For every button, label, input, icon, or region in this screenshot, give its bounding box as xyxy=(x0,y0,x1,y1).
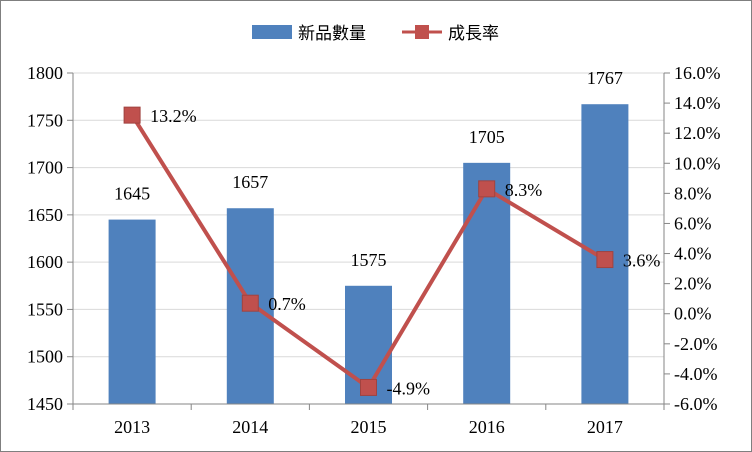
growth-value-label: 8.3% xyxy=(505,180,543,200)
bar-series xyxy=(108,104,629,405)
growth-value-label: 13.2% xyxy=(150,106,197,126)
y-left-tick-label: 1550 xyxy=(27,299,63,319)
x-tick-label: 2016 xyxy=(469,417,505,437)
legend: 新品數量 成長率 xyxy=(252,24,499,44)
y-right-tick-label: -4.0% xyxy=(674,364,718,384)
y-right-tick-label: 2.0% xyxy=(674,274,712,294)
y-right-tick-label: -6.0% xyxy=(674,394,718,414)
y-right-tick-label: -2.0% xyxy=(674,334,718,354)
y-left-tick-label: 1650 xyxy=(27,205,63,225)
y-left-tick-label: 1450 xyxy=(27,394,63,414)
bar-value-label: 1657 xyxy=(232,172,268,192)
y-right-tick-label: 8.0% xyxy=(674,183,712,203)
y-right-tick-label: 14.0% xyxy=(674,93,721,113)
y-left-tick-label: 1750 xyxy=(27,110,63,130)
bar-value-label: 1575 xyxy=(351,250,387,270)
bar-2013 xyxy=(108,219,156,404)
y-left-tick-label: 1800 xyxy=(27,63,63,83)
y-right-tick-label: 4.0% xyxy=(674,244,712,264)
bar-value-label: 1767 xyxy=(587,68,623,88)
growth-marker-2013 xyxy=(123,106,141,124)
y-right-tick-label: 10.0% xyxy=(674,153,721,173)
growth-marker-2015 xyxy=(360,378,377,396)
y-right-tick-label: 16.0% xyxy=(674,63,721,83)
line-series xyxy=(123,106,614,396)
legend-label-bar: 新品數量 xyxy=(298,24,366,44)
growth-marker-2017 xyxy=(596,251,614,269)
growth-marker-2016 xyxy=(478,180,496,198)
x-tick-label: 2014 xyxy=(232,417,268,437)
growth-value-label: 3.6% xyxy=(623,251,661,271)
legend-marker-line xyxy=(415,25,429,39)
y-left-tick-label: 1700 xyxy=(27,158,63,178)
y-left-tick-label: 1500 xyxy=(27,347,63,367)
y-right-tick-label: 6.0% xyxy=(674,213,712,233)
growth-value-label: -4.9% xyxy=(387,378,431,398)
data-labels: 1645 1657 1575 1705 1767 13.2% 0.7% -4.9% 8.3% 3.… xyxy=(114,68,660,398)
y-right-tick-label: 0.0% xyxy=(674,304,712,324)
legend-swatch-bar xyxy=(252,25,292,39)
bar-value-label: 1645 xyxy=(114,184,150,204)
y-left-tick-label: 1600 xyxy=(27,252,63,272)
growth-value-label: 0.7% xyxy=(268,294,306,314)
gridlines xyxy=(73,72,664,358)
bar-value-label: 1705 xyxy=(469,127,505,147)
axes: 1450 1500 1550 1600 1650 1700 1750 1800 -6.0% -4.… xyxy=(27,63,721,437)
x-tick-label: 2015 xyxy=(351,417,387,437)
growth-marker-2014 xyxy=(241,294,259,312)
bar-2016 xyxy=(463,162,511,404)
legend-label-line: 成長率 xyxy=(448,24,499,44)
y-right-tick-label: 12.0% xyxy=(674,123,721,143)
x-tick-label: 2017 xyxy=(587,417,623,437)
x-tick-label: 2013 xyxy=(114,417,150,437)
